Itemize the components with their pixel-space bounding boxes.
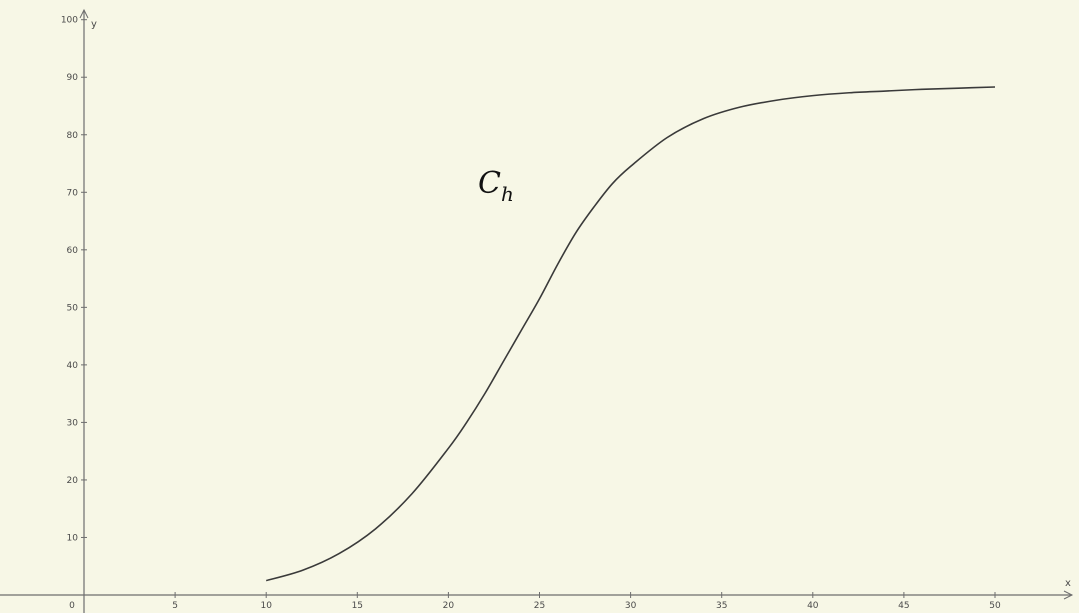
x-tick-label: 20 bbox=[443, 601, 455, 611]
tick-marks bbox=[81, 19, 996, 598]
x-tick-label: 0 bbox=[69, 601, 75, 611]
y-tick-label: 80 bbox=[67, 131, 79, 141]
y-axis-arrow bbox=[79, 8, 89, 19]
y-axis-label: y bbox=[91, 19, 97, 30]
y-tick-label: 30 bbox=[67, 418, 79, 428]
y-tick-label: 20 bbox=[67, 476, 79, 486]
tick-labels: 0 5 10 15 20 25 30 35 40 45 50 10 20 30 40 50 60 70 80 90 10… bbox=[61, 16, 1001, 611]
x-tick-label: 35 bbox=[716, 601, 727, 611]
y-tick-label: 40 bbox=[67, 361, 79, 371]
x-tick-label: 10 bbox=[260, 601, 272, 611]
x-tick-label: 15 bbox=[352, 601, 363, 611]
x-tick-label: 25 bbox=[534, 601, 545, 611]
curve-layer bbox=[265, 86, 996, 582]
curve-label-subscript: h bbox=[501, 182, 514, 206]
y-tick-label: 10 bbox=[67, 533, 79, 543]
series-line-ch bbox=[265, 86, 996, 582]
x-tick-label: 5 bbox=[172, 601, 178, 611]
y-tick-label: 50 bbox=[67, 303, 79, 313]
y-tick-label: 100 bbox=[61, 16, 78, 26]
x-tick-label: 45 bbox=[898, 601, 909, 611]
x-tick-label: 50 bbox=[989, 601, 1001, 611]
axes bbox=[0, 8, 1074, 613]
x-tick-label: 30 bbox=[625, 601, 637, 611]
y-tick-label: 70 bbox=[67, 188, 79, 198]
curve-label-main: C bbox=[478, 166, 501, 201]
y-tick-label: 60 bbox=[67, 246, 79, 256]
y-tick-label: 90 bbox=[67, 73, 79, 83]
curve-label: Ch bbox=[478, 166, 514, 206]
x-axis-arrow bbox=[1063, 590, 1074, 600]
x-axis-label: x bbox=[1065, 578, 1071, 589]
x-tick-label: 40 bbox=[807, 601, 819, 611]
